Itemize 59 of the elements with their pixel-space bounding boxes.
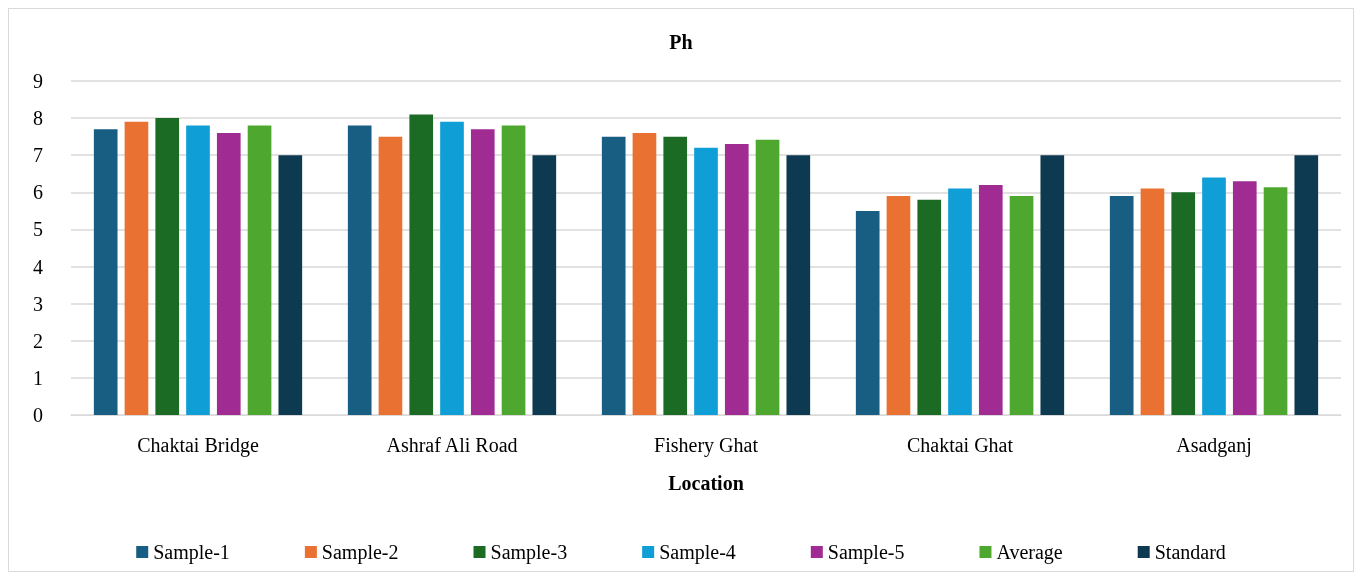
bar xyxy=(601,136,626,415)
bar xyxy=(948,188,972,415)
y-tick-label: 8 xyxy=(33,107,43,130)
bar xyxy=(501,125,526,415)
bar xyxy=(278,155,303,415)
bar xyxy=(1202,177,1226,415)
bar xyxy=(1009,196,1034,415)
y-tick-label: 3 xyxy=(33,292,43,315)
y-tick-label: 1 xyxy=(33,366,43,389)
x-tick-label: Chaktai Bridge xyxy=(137,434,259,457)
bar xyxy=(786,155,811,415)
legend-label: Sample-5 xyxy=(827,541,905,564)
legend-label: Sample-4 xyxy=(659,541,736,564)
bar xyxy=(216,132,241,415)
y-tick-label: 6 xyxy=(33,181,43,204)
bar xyxy=(247,125,272,415)
legend-label: Average xyxy=(996,541,1063,564)
bar xyxy=(886,196,911,415)
x-tick-label: Chaktai Ghat xyxy=(906,434,1014,456)
bar xyxy=(663,136,688,415)
bar xyxy=(532,155,557,415)
y-tick-label: 2 xyxy=(33,329,43,352)
y-tick-label: 0 xyxy=(33,404,43,426)
y-tick-label: 7 xyxy=(33,144,43,167)
bar xyxy=(1232,181,1257,415)
legend-label: Sample-2 xyxy=(321,541,399,564)
bar xyxy=(632,132,657,415)
legend-label: Sample-3 xyxy=(490,541,568,564)
x-tick-label: Ashraf Ali Road xyxy=(386,434,518,456)
bar xyxy=(155,118,180,415)
legend-label: Sample-1 xyxy=(153,541,230,564)
bar xyxy=(1171,192,1196,415)
bar xyxy=(93,129,118,415)
bar xyxy=(1109,196,1134,415)
bar xyxy=(378,136,403,415)
bar xyxy=(917,199,942,415)
legend-label: Standard xyxy=(1154,541,1226,563)
bar xyxy=(978,184,1003,415)
bar xyxy=(694,147,718,415)
bar xyxy=(1263,187,1288,415)
chart-title: Ph xyxy=(669,31,693,53)
bar xyxy=(440,121,464,415)
bar xyxy=(1294,155,1319,415)
bar xyxy=(470,129,495,415)
x-tick-label: Asadganj xyxy=(1176,434,1252,457)
x-tick-label: Fishery Ghat xyxy=(654,434,759,457)
y-tick-label: 5 xyxy=(33,218,43,241)
x-axis-title: Location xyxy=(668,472,744,494)
y-tick-label: 9 xyxy=(33,70,43,92)
bar xyxy=(1140,188,1165,415)
bar xyxy=(1040,155,1065,415)
bar xyxy=(855,210,880,415)
bar xyxy=(755,139,780,415)
bar xyxy=(724,144,749,415)
bar xyxy=(409,114,434,415)
bar xyxy=(186,125,210,415)
bar xyxy=(347,125,372,415)
y-tick-label: 4 xyxy=(33,255,43,278)
bar xyxy=(124,121,149,415)
